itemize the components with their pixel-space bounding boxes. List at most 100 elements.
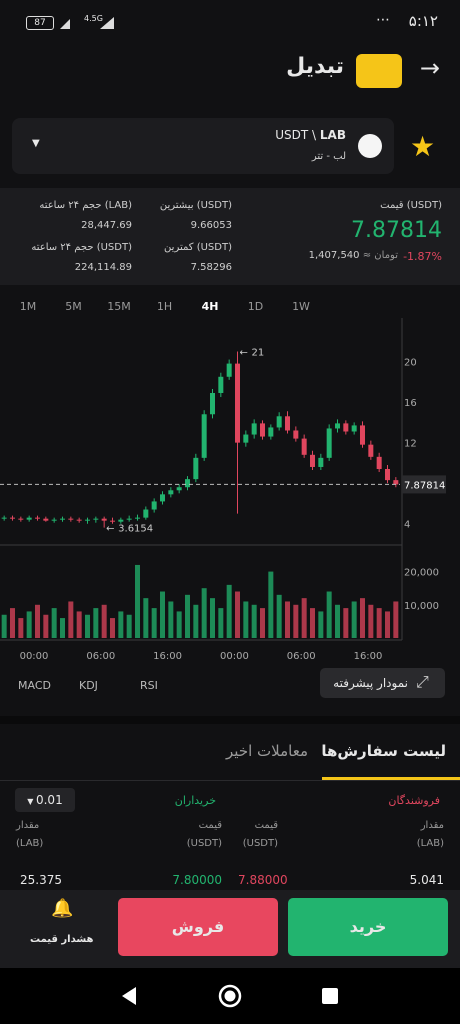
timeframe[interactable]: 15M [107,300,131,313]
volume-lab-label: حجم ۲۴ ساعته (LAB) [39,200,132,211]
toman: 1,407,540 ≈ تومان [309,250,398,261]
timeframe[interactable]: 1D [247,300,264,313]
current-price-tag [402,475,446,494]
timeframe[interactable]: 4H [201,300,219,313]
volume-bar [93,608,99,638]
favorite-star[interactable]: ★ [410,130,436,163]
volume-bar [168,601,174,638]
volume-bar [226,584,232,638]
col-unit: (USDT) [186,838,222,849]
nav-recent[interactable] [322,988,338,1004]
divider [0,716,460,724]
candle-body [1,517,7,519]
volume-bar [376,608,382,638]
candle-body [218,376,224,393]
candle-body [235,363,240,443]
col-price: قیمت [254,820,278,831]
back-arrow[interactable]: → [419,54,440,82]
x-tick-label: 00:00 [220,651,249,662]
volume-bar [301,598,307,638]
volume-bar [160,591,165,638]
market-selector[interactable] [12,118,394,174]
candle-body [135,517,140,519]
volume-bar [235,591,240,638]
min-arrow: ← [106,524,114,535]
volume-bar [185,594,190,638]
x-tick-label: 16:00 [354,651,383,662]
volume-bar [85,614,90,638]
nav-back[interactable] [122,987,136,1005]
signal-icons [60,17,114,29]
low-label: کمترین (USDT) [164,242,232,253]
pair: USDT \ LAB [275,128,346,142]
buy-price: 7.80000 [172,873,222,887]
price-label: قیمت (USDT) [380,200,442,211]
candle-body [268,427,274,437]
max-annotation: 21 [252,347,265,358]
volume-bar [118,611,124,638]
y-tick-label: 12 [404,439,417,450]
bell-icon[interactable]: 🔔 [51,898,74,919]
timeframe[interactable]: 1W [292,300,310,313]
timeframe[interactable]: 1M [19,300,37,313]
tab-underline [322,777,460,780]
indicator[interactable]: MACD [18,679,51,692]
candle-body [326,428,332,458]
volume-bar [243,601,249,638]
candle-body [193,457,199,480]
volume-bar [151,608,157,638]
volume-bar [393,601,399,638]
volume-bar [368,604,374,638]
max-arrow: ← [240,347,248,358]
volume-usdt: 224,114.89 [74,262,132,273]
volume-bar [126,614,132,638]
volume-bar [218,608,224,638]
volume-bar [276,594,282,638]
volume-bar [385,611,390,638]
candle-body [318,457,324,467]
x-tick-label: 06:00 [287,651,316,662]
candle-body [310,454,315,467]
volume-bar [143,598,149,638]
timeframe[interactable]: 1H [156,300,173,313]
candle-body [51,519,57,521]
network: 4.5G [84,14,103,23]
candle-body [10,517,15,519]
precision-select[interactable]: ▼ 0.01 [15,788,75,812]
candle-body [243,434,249,443]
timeframe[interactable]: 5M [65,300,82,313]
volume-bar [1,614,7,638]
dropdown-arrow: ▼ [27,797,36,806]
candle-body [176,487,182,491]
candle-body [251,423,257,435]
volume-bar [210,598,215,638]
alert-label[interactable]: هشدار قیمت [30,934,94,945]
nav-home[interactable] [218,984,242,1008]
sell-button[interactable]: فروش [118,898,278,956]
candle-body [126,518,132,520]
volume-bar [43,614,49,638]
buy-button[interactable]: خرید [288,898,448,956]
coin-icon [358,134,382,158]
indicator[interactable]: KDJ [79,679,98,692]
col-unit: (LAB) [16,838,44,849]
logo [356,54,402,88]
candle-body [368,444,374,457]
volume-bar [335,604,340,638]
candle-body [93,518,99,520]
volume-bar [310,608,315,638]
page-title: تبدیل [286,54,344,79]
volume-bar [193,604,199,638]
candle-body [276,416,282,428]
candle-body [343,423,349,432]
indicator[interactable]: RSI [140,679,158,692]
tab[interactable]: معاملات اخیر [226,742,308,760]
precision: 0.01 [35,793,63,807]
advanced-chart-button[interactable] [320,668,445,698]
candle-body [351,425,357,432]
tab-active[interactable]: لیست سفارش‌ها [321,742,446,760]
volume-bar [343,608,349,638]
candle-body [360,425,365,445]
low: 7.58296 [190,262,232,273]
high: 9.66053 [190,220,232,231]
